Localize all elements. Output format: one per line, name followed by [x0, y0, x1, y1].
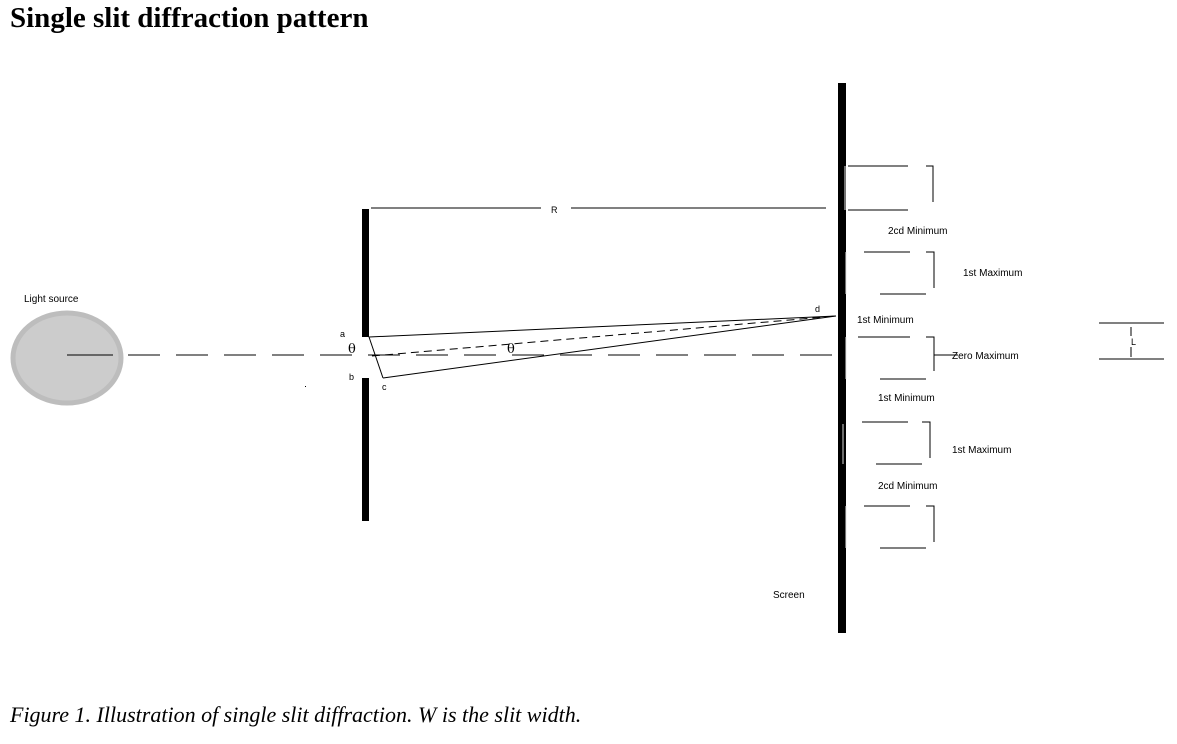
- distance-r-label: R: [551, 205, 558, 215]
- label-zero-maximum: Zero Maximum: [952, 351, 1019, 362]
- scale-marker-l: L: [1099, 322, 1164, 360]
- distance-r: R: [371, 205, 826, 215]
- slit-upper-wall: [362, 209, 369, 337]
- bracket-hook: [922, 421, 931, 458]
- bracket-hook: [926, 336, 935, 371]
- ray-geometry: θ d: [368, 304, 837, 379]
- ray-center-dashed: [371, 315, 837, 357]
- scale-l-label: L: [1131, 337, 1136, 347]
- point-d-label: d: [815, 304, 820, 314]
- ray-a-to-d: [368, 315, 837, 338]
- ray-c-to-d: [382, 315, 837, 379]
- label-2nd-minimum-top: 2cd Minimum: [888, 226, 947, 237]
- label-2nd-minimum-bottom: 2cd Minimum: [878, 481, 937, 492]
- point-b-label: b: [349, 372, 354, 382]
- screen-bar: [838, 83, 846, 633]
- light-source: Light source: [10, 294, 306, 406]
- bracket-hook: [926, 505, 935, 542]
- slit-lower-wall: [362, 378, 369, 521]
- page-title: Single slit diffraction pattern: [10, 2, 369, 34]
- label-1st-minimum-bottom: 1st Minimum: [878, 393, 935, 404]
- pattern-labels: 2cd Minimum 1st Maximum 1st Minimum Zero…: [857, 226, 1022, 492]
- label-1st-minimum-top: 1st Minimum: [857, 315, 914, 326]
- point-a-label: a: [340, 329, 345, 339]
- label-1st-maximum-bottom: 1st Maximum: [952, 445, 1011, 456]
- ray-a-to-c: [368, 336, 384, 379]
- path-angle-label: θ: [507, 342, 515, 357]
- light-source-label: Light source: [24, 294, 79, 305]
- bracket-hook: [926, 165, 934, 202]
- point-c-label: c: [382, 382, 387, 392]
- figure-caption: Figure 1. Illustration of single slit di…: [10, 702, 582, 727]
- slit-barrier: a b c θ: [340, 209, 387, 521]
- light-source-bulb: [10, 310, 124, 406]
- label-1st-maximum-top: 1st Maximum: [963, 268, 1022, 279]
- slit-angle-label: θ: [348, 342, 356, 357]
- screen: Screen: [773, 83, 846, 633]
- stray-dot: [305, 386, 306, 387]
- screen-label: Screen: [773, 590, 805, 601]
- bracket-hook: [926, 251, 935, 288]
- pattern-brackets: [842, 165, 958, 549]
